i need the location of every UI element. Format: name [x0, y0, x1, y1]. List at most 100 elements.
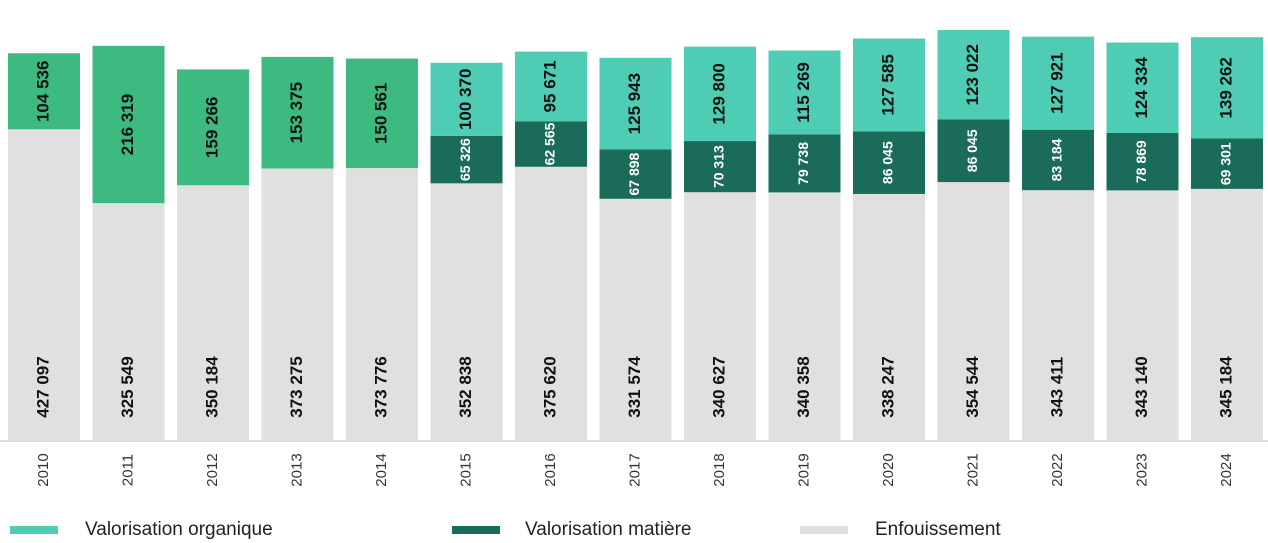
x-tick-label: 2012: [204, 453, 221, 486]
value-label: 95 671: [540, 60, 559, 112]
legend-swatch: [10, 526, 58, 534]
value-label: 350 184: [202, 356, 221, 418]
value-label: 139 262: [1216, 57, 1235, 118]
value-label: 83 184: [1049, 138, 1065, 181]
bar-segment: [599, 149, 672, 199]
value-label: 79 738: [795, 142, 811, 185]
bar-segment: [768, 50, 841, 135]
x-tick-label: 2018: [711, 453, 728, 486]
bar-segment: [853, 38, 925, 132]
value-label: 427 097: [33, 356, 52, 417]
value-label: 352 838: [456, 356, 475, 417]
value-label: 100 370: [456, 69, 475, 130]
bar-segment: [599, 57, 672, 150]
x-tick-label: 2023: [1133, 453, 1150, 486]
legend-label: Enfouissement: [875, 519, 1001, 540]
x-tick-label: 2019: [795, 453, 812, 486]
bar-segment: [261, 168, 334, 440]
bar-segment: [853, 131, 925, 194]
x-tick-label: 2011: [119, 454, 136, 486]
value-label: 86 045: [964, 129, 980, 172]
value-label: 70 313: [711, 145, 727, 188]
bar-segment: [92, 203, 165, 440]
bar-segment: [515, 121, 587, 167]
value-label: 338 247: [878, 356, 897, 417]
value-label: 159 266: [202, 97, 221, 158]
legend-label: Valorisation matière: [525, 519, 692, 540]
bar-segment: [92, 45, 165, 204]
value-label: 354 544: [963, 356, 982, 418]
bar-segment: [937, 119, 1010, 183]
legend-swatch: [800, 526, 848, 534]
bar-segment: [684, 141, 756, 193]
bar-segment: [599, 198, 672, 440]
value-label: 150 561: [371, 83, 390, 144]
value-label: 65 326: [457, 138, 473, 181]
x-tick-label: 2024: [1218, 453, 1235, 486]
x-tick-label: 2016: [542, 453, 559, 486]
value-label: 62 565: [542, 122, 558, 165]
bar-segment: [1106, 42, 1179, 134]
value-label: 340 627: [709, 356, 728, 417]
value-label: 340 358: [794, 356, 813, 417]
x-tick-label: 2022: [1049, 453, 1066, 486]
x-tick-label: 2017: [626, 453, 643, 486]
x-tick-label: 2014: [373, 453, 390, 486]
bar-segment: [937, 182, 1010, 440]
bar-segment: [1106, 133, 1179, 191]
bar-segment: [937, 30, 1010, 120]
value-label: 78 869: [1133, 140, 1149, 183]
value-label: 375 620: [540, 356, 559, 417]
bar-segment: [177, 69, 249, 186]
value-label: 373 275: [287, 356, 306, 417]
x-tick-label: 2021: [964, 453, 981, 486]
bar-segment: [684, 192, 756, 440]
bar-segment: [768, 192, 841, 440]
bar-segment: [515, 166, 587, 440]
value-label: 86 045: [880, 141, 896, 184]
bar-segment: [430, 135, 503, 184]
value-label: 129 800: [709, 63, 728, 124]
bar-segment: [8, 129, 80, 441]
value-label: 69 301: [1218, 142, 1234, 185]
bar-segment: [1191, 138, 1263, 189]
value-label: 104 536: [33, 61, 52, 122]
bar-segment: [430, 62, 503, 136]
bar-segment: [684, 46, 756, 142]
bar-segment: [1106, 190, 1179, 440]
bar-segment: [853, 193, 925, 440]
bar-segment: [346, 58, 418, 169]
value-label: 343 140: [1132, 356, 1151, 417]
value-label: 373 776: [371, 356, 390, 417]
x-tick-label: 2013: [288, 453, 305, 486]
value-label: 127 921: [1047, 52, 1066, 113]
bar-segment: [430, 183, 503, 440]
bar-segment: [1191, 188, 1263, 440]
bar-segment: [515, 51, 587, 122]
x-tick-label: 2015: [457, 453, 474, 486]
value-label: 115 269: [794, 62, 813, 123]
bar-segment: [261, 56, 334, 169]
value-label: 153 375: [287, 82, 306, 143]
value-label: 123 022: [963, 44, 982, 105]
x-tick-label: 2010: [35, 453, 52, 486]
x-tick-label: 2020: [880, 453, 897, 486]
value-label: 125 943: [625, 73, 644, 134]
value-label: 325 549: [118, 356, 137, 417]
bar-segment: [1022, 190, 1094, 440]
value-label: 343 411: [1047, 357, 1066, 418]
bar-segment: [768, 134, 841, 193]
bar-segment: [1022, 129, 1094, 191]
value-label: 345 184: [1216, 356, 1235, 418]
legend-swatch: [452, 526, 500, 534]
value-label: 127 585: [878, 54, 897, 115]
value-label: 216 319: [118, 94, 137, 155]
value-label: 331 574: [625, 356, 644, 418]
bar-segment: [1022, 36, 1094, 130]
bar-segment: [8, 53, 80, 130]
bar-segment: [1191, 37, 1263, 139]
bar-segment: [177, 185, 249, 440]
legend-label: Valorisation organique: [85, 519, 273, 540]
bar-segment: [346, 168, 418, 440]
